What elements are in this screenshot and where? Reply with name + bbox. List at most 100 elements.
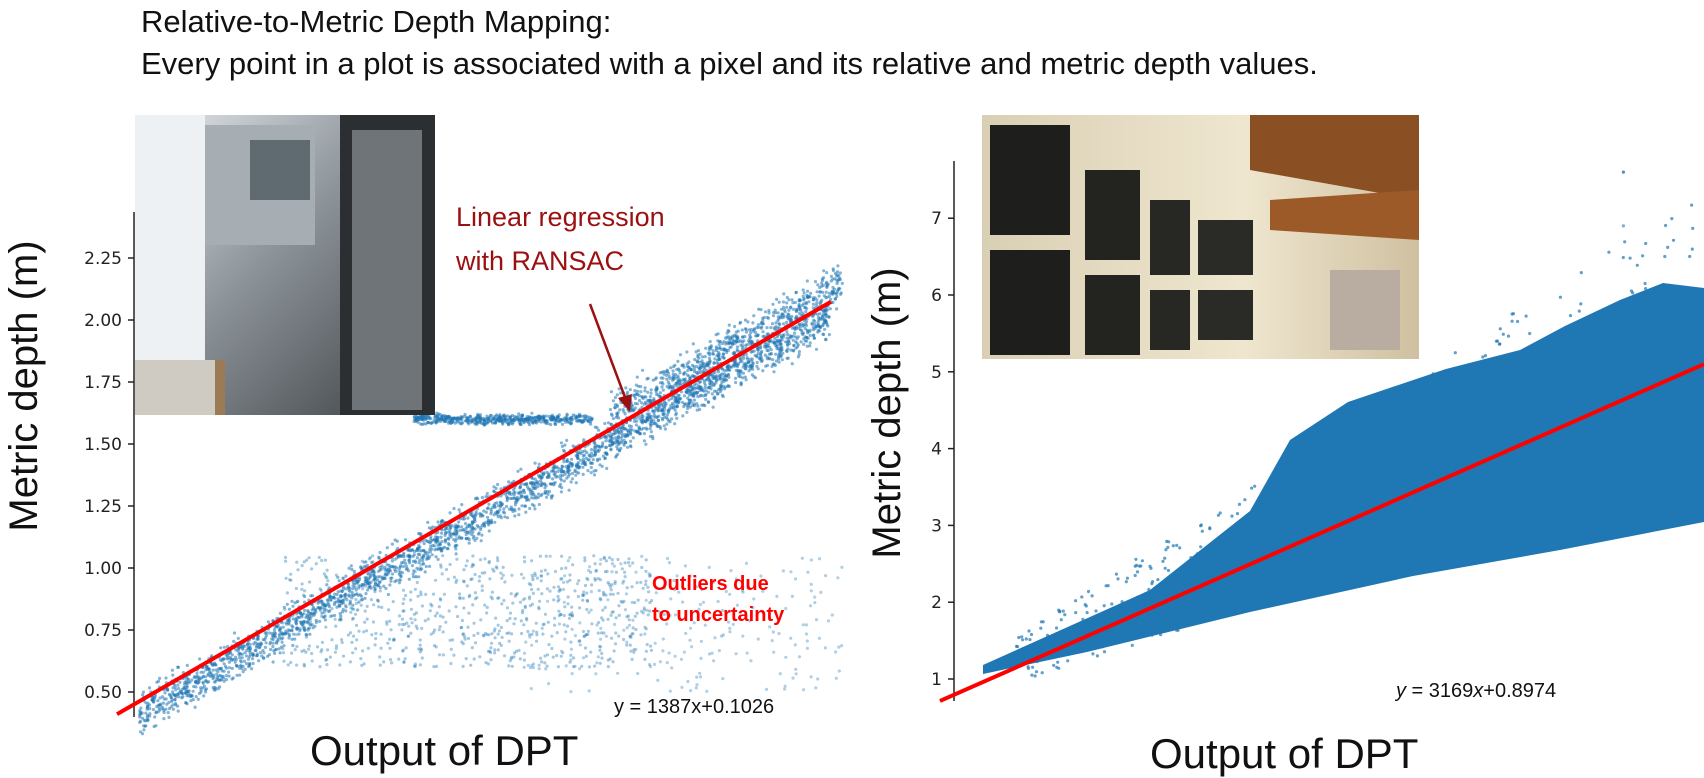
scatter-point — [487, 633, 491, 637]
scatter-point — [837, 645, 841, 649]
y-tick-label: 2.25 — [84, 249, 122, 269]
scatter-point — [586, 599, 590, 603]
scatter-point — [369, 580, 373, 584]
scatter-point — [582, 438, 586, 442]
scatter-point — [635, 419, 639, 423]
scatter-point — [289, 578, 293, 582]
scatter-point — [285, 602, 289, 606]
scatter-point — [791, 307, 795, 311]
scatter-point — [367, 578, 371, 582]
scatter-point — [803, 327, 807, 331]
scatter-point — [539, 483, 543, 487]
scatter-point — [537, 667, 541, 671]
scatter-point — [157, 679, 161, 683]
scatter-point — [473, 418, 477, 422]
figure-title-line1: Relative-to-Metric Depth Mapping: — [141, 4, 612, 39]
scatter-point — [630, 600, 634, 605]
scatter-point — [645, 417, 649, 421]
scatter-point — [1316, 546, 1320, 551]
scatter-point — [531, 484, 535, 488]
scatter-point — [247, 645, 251, 649]
scatter-point — [559, 490, 564, 494]
scatter-point — [598, 645, 603, 649]
scatter-point — [323, 618, 327, 622]
scatter-point — [1059, 618, 1063, 622]
scatter-point — [464, 526, 468, 531]
scatter-point — [609, 613, 613, 618]
scatter-point — [285, 631, 289, 635]
scatter-point — [545, 475, 550, 479]
scatter-point — [632, 650, 636, 654]
scatter-point — [802, 342, 806, 346]
scatter-point — [569, 480, 573, 484]
scatter-point — [728, 626, 732, 631]
scatter-point — [385, 573, 389, 577]
scatter-point — [589, 422, 593, 426]
scatter-point — [426, 421, 430, 425]
scatter-point — [378, 663, 382, 667]
scatter-point — [699, 360, 703, 364]
scatter-point — [528, 666, 533, 670]
scatter-point — [723, 372, 727, 376]
scatter-point — [362, 630, 366, 634]
scatter-point — [429, 602, 433, 606]
scatter-point — [228, 655, 232, 660]
scatter-point — [480, 523, 484, 527]
scatter-point — [520, 504, 524, 508]
scatter-point — [480, 513, 484, 517]
scatter-point — [161, 701, 165, 705]
scatter-point — [496, 623, 500, 627]
scatter-point — [191, 698, 195, 702]
scatter-point — [333, 592, 337, 596]
scatter-point — [335, 605, 339, 609]
scatter-point — [373, 590, 377, 594]
scatter-point — [290, 624, 294, 628]
scatter-point — [793, 331, 797, 335]
scatter-point — [617, 387, 621, 391]
scatter-point — [727, 620, 731, 624]
scatter-point — [672, 578, 676, 583]
scatter-point — [313, 624, 317, 628]
scatter-point — [721, 352, 725, 356]
scatter-point — [293, 637, 297, 641]
scatter-point — [686, 679, 690, 684]
scatter-point — [730, 342, 734, 346]
scatter-point — [818, 301, 822, 305]
scatter-point — [634, 423, 639, 427]
scatter-point — [297, 615, 302, 620]
scatter-point — [584, 633, 588, 637]
scatter-point — [727, 368, 731, 372]
scatter-point — [1112, 632, 1116, 637]
scatter-point — [658, 391, 663, 395]
scatter-point — [425, 554, 430, 558]
scatter-point — [741, 335, 745, 339]
scatter-point — [809, 291, 813, 295]
scatter-point — [672, 588, 677, 592]
scatter-point — [287, 636, 291, 640]
scatter-point — [486, 662, 490, 666]
scatter-point — [457, 520, 461, 524]
scatter-point — [659, 426, 663, 430]
scatter-point — [437, 412, 441, 416]
scatter-point — [648, 574, 652, 578]
scatter-point — [1573, 461, 1577, 466]
scatter-point — [768, 625, 772, 629]
scatter-point — [1347, 427, 1351, 431]
scatter-point — [417, 647, 421, 651]
scatter-point — [460, 421, 465, 425]
scatter-point — [648, 395, 653, 399]
scatter-point — [654, 591, 658, 595]
scatter-point — [473, 538, 477, 543]
scatter-point — [1690, 203, 1694, 207]
scatter-point — [583, 462, 587, 466]
scatter-point — [509, 505, 513, 509]
scatter-point — [1319, 485, 1323, 489]
scatter-point — [546, 572, 550, 576]
scatter-point — [170, 668, 174, 672]
scatter-point — [551, 416, 555, 420]
scatter-point — [522, 651, 527, 655]
scatter-point — [816, 677, 820, 681]
scatter-point — [444, 620, 448, 624]
scatter-point — [671, 369, 675, 373]
scatter-point — [610, 583, 614, 587]
